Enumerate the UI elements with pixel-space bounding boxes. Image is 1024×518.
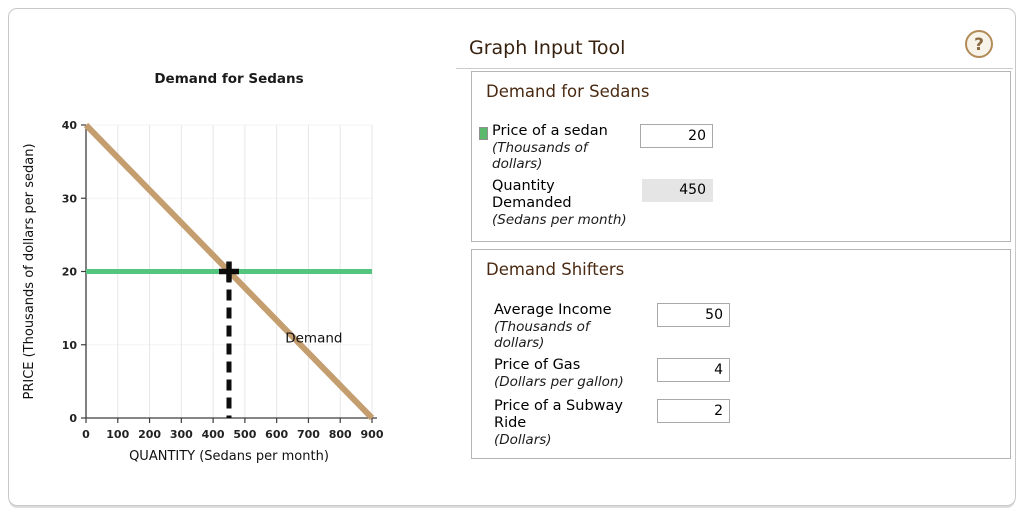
svg-text:0: 0 (69, 412, 77, 425)
average-income-input[interactable] (657, 303, 730, 327)
svg-text:900: 900 (361, 428, 384, 441)
price-of-subway-units: (Dollars) (494, 432, 552, 448)
svg-text:QUANTITY (Sedans per month): QUANTITY (Sedans per month) (129, 449, 329, 464)
price-line-swatch-icon (479, 127, 488, 140)
price-of-gas-row: Price of Gas (Dollars per gallon) (494, 357, 644, 390)
average-income-label: Average Income (494, 302, 612, 318)
price-of-subway-input[interactable] (657, 399, 730, 423)
quantity-demanded-units: (Sedans per month) (492, 212, 627, 228)
price-of-sedan-input[interactable] (640, 124, 713, 148)
demand-panel: Demand for Sedans Price of a sedan (Thou… (471, 71, 1011, 242)
svg-text:400: 400 (202, 428, 225, 441)
demand-shifters-title: Demand Shifters (486, 260, 625, 279)
svg-text:PRICE (Thousands of dollars pe: PRICE (Thousands of dollars per sedan) (22, 143, 37, 399)
svg-text:30: 30 (62, 192, 78, 205)
price-of-sedan-label: Price of a sedan (492, 123, 608, 139)
svg-text:600: 600 (265, 428, 288, 441)
quantity-demanded-row: Quantity Demanded (Sedans per month) (492, 178, 627, 228)
svg-text:700: 700 (297, 428, 320, 441)
graph-input-tool-card: 0 10 20 30 40 0 100 200 300 400 500 600 700 800 900 Dem… (8, 8, 1016, 506)
svg-text:Demand for Sedans: Demand for Sedans (154, 71, 303, 87)
svg-text:800: 800 (329, 428, 352, 441)
svg-text:200: 200 (138, 428, 161, 441)
svg-text:Demand: Demand (285, 331, 342, 347)
price-of-gas-input[interactable] (657, 358, 730, 382)
demand-panel-title: Demand for Sedans (486, 82, 650, 101)
svg-text:0: 0 (82, 428, 90, 441)
price-of-subway-label: Price of a Subway Ride (494, 398, 623, 431)
price-of-subway-row: Price of a Subway Ride (Dollars) (494, 398, 649, 448)
help-button[interactable]: ? (965, 30, 993, 58)
quantity-demanded-value: 450 (642, 179, 713, 202)
question-icon: ? (974, 35, 984, 55)
quantity-demanded-label: Quantity Demanded (492, 178, 572, 211)
svg-text:100: 100 (106, 428, 129, 441)
svg-text:20: 20 (62, 266, 78, 279)
price-of-sedan-units: (Thousands of dollars) (492, 140, 588, 172)
svg-text:40: 40 (62, 119, 78, 132)
price-of-sedan-row: Price of a sedan (Thousands of dollars) (492, 123, 632, 172)
average-income-units: (Thousands of dollars) (494, 319, 590, 351)
average-income-row: Average Income (Thousands of dollars) (494, 302, 644, 351)
svg-text:10: 10 (62, 339, 78, 352)
svg-text:500: 500 (233, 428, 256, 441)
price-of-gas-units: (Dollars per gallon) (494, 374, 624, 390)
header-divider (456, 68, 1013, 69)
svg-text:300: 300 (170, 428, 193, 441)
price-of-gas-label: Price of Gas (494, 357, 581, 373)
page-title: Graph Input Tool (469, 37, 626, 59)
demand-shifters-panel: Demand Shifters Average Income (Thousand… (471, 249, 1011, 459)
